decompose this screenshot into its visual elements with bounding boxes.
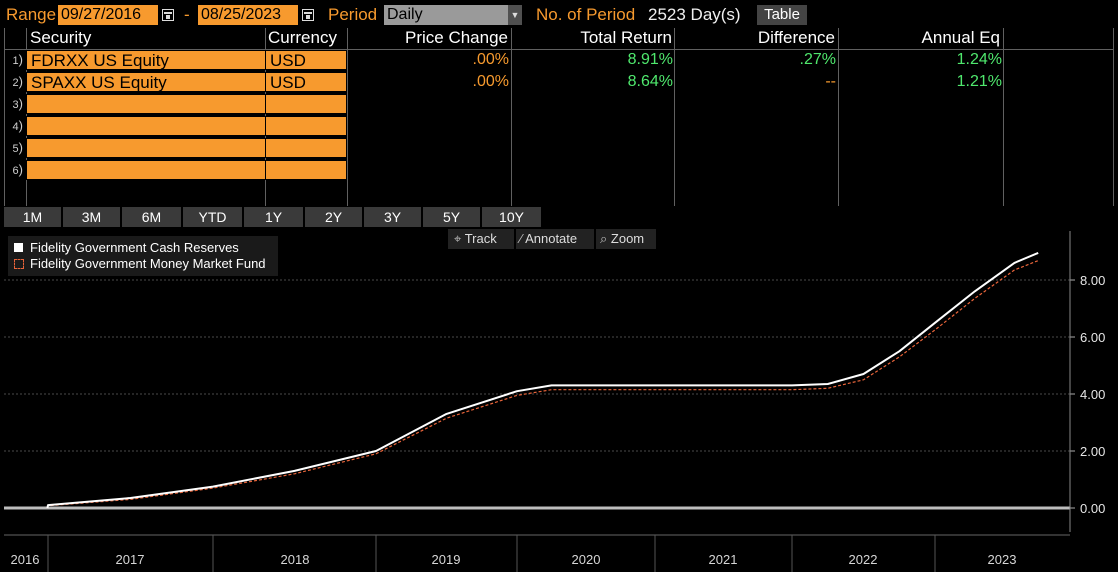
difference-value: .27%	[799, 51, 836, 68]
legend-item: Fidelity Government Cash Reserves	[30, 240, 239, 255]
series-line-money-market	[46, 260, 1039, 509]
col-header-annual-eq[interactable]: Annual Eq	[921, 28, 1000, 47]
range-button-3y[interactable]: 3Y	[364, 207, 421, 227]
range-button-ytd[interactable]: YTD	[183, 207, 242, 227]
row-number: 6)	[12, 162, 23, 177]
period-label: Period	[328, 5, 378, 24]
x-tick-label: 2021	[709, 552, 738, 567]
col-header-price-change[interactable]: Price Change	[404, 28, 508, 47]
annotate-label: Annotate	[525, 231, 578, 246]
zoom-tool[interactable]: ⌕ Zoom	[596, 229, 656, 249]
y-tick-label: 0.00	[1080, 501, 1105, 516]
y-tick-label: 4.00	[1080, 387, 1105, 402]
security-cell[interactable]	[26, 138, 266, 158]
legend-swatch-dashed	[14, 259, 24, 269]
x-tick-label: 2018	[281, 552, 310, 567]
calendar-icon[interactable]	[302, 9, 314, 21]
x-tick-label: 2016	[11, 552, 40, 567]
currency-cell[interactable]: USD	[265, 72, 347, 92]
range-button-2y[interactable]: 2Y	[305, 207, 362, 227]
y-tick-label: 6.00	[1080, 330, 1105, 345]
security-cell[interactable]	[26, 116, 266, 136]
range-button-10y[interactable]: 10Y	[482, 207, 541, 227]
row-number: 2)	[12, 74, 23, 89]
x-tick-label: 2020	[572, 552, 601, 567]
legend-item: Fidelity Government Money Market Fund	[30, 256, 266, 271]
chart-legend: Fidelity Government Cash Reserves Fideli…	[8, 236, 278, 276]
security-cell[interactable]: FDRXX US Equity	[26, 50, 266, 70]
num-periods-value: 2523 Day(s)	[648, 5, 741, 24]
range-label: Range	[6, 5, 57, 24]
security-cell[interactable]: SPAXX US Equity	[26, 72, 266, 92]
security-cell[interactable]	[26, 94, 266, 114]
magnifier-icon: ⌕	[600, 231, 608, 246]
annual-eq-value: 1.21%	[956, 73, 1002, 90]
total-return-value: 8.64%	[627, 73, 673, 90]
currency-cell[interactable]	[265, 116, 347, 136]
series-line-cash-reserves	[46, 251, 1039, 509]
range-button-1y[interactable]: 1Y	[244, 207, 303, 227]
row-number: 1)	[12, 52, 23, 67]
zoom-label: Zoom	[610, 231, 645, 246]
chevron-down-icon[interactable]: ▼	[508, 5, 522, 25]
num-periods-label: No. of Period	[536, 5, 636, 24]
row-number: 5)	[12, 140, 23, 155]
annual-eq-value: 1.24%	[956, 51, 1002, 68]
y-tick-label: 8.00	[1080, 273, 1105, 288]
total-return-value: 8.91%	[627, 51, 673, 68]
range-button-6m[interactable]: 6M	[122, 207, 181, 227]
track-label: Track	[464, 231, 497, 246]
period-select[interactable]: Daily	[384, 5, 508, 25]
y-tick-label: 2.00	[1080, 444, 1105, 459]
range-button-5y[interactable]: 5Y	[423, 207, 480, 227]
table-button[interactable]: Table	[757, 5, 807, 25]
row-number: 3)	[12, 96, 23, 111]
currency-cell[interactable]: USD	[265, 50, 347, 70]
price-change-value: .00%	[472, 51, 509, 68]
x-tick-label: 2022	[849, 552, 878, 567]
crosshair-icon: ⌖	[454, 231, 462, 246]
start-date-field[interactable]: 09/27/2016	[58, 5, 158, 25]
line-chart[interactable]: 0.00 2.00 4.00 6.00 8.00 2016 2017 2018 2019 2020…	[0, 226, 1118, 572]
legend-swatch-white	[14, 243, 23, 252]
annotate-tool[interactable]: ∕ Annotate	[516, 229, 594, 249]
currency-cell[interactable]	[265, 160, 347, 180]
x-tick-label: 2017	[116, 552, 145, 567]
range-button-3m[interactable]: 3M	[63, 207, 120, 227]
col-header-security[interactable]: Security	[30, 28, 92, 47]
range-dash: -	[184, 5, 190, 24]
currency-cell[interactable]	[265, 94, 347, 114]
col-header-total-return[interactable]: Total Return	[580, 28, 672, 47]
price-change-value: .00%	[472, 73, 509, 90]
x-tick-label: 2023	[988, 552, 1017, 567]
difference-value: --	[825, 73, 836, 90]
calendar-icon[interactable]	[162, 9, 174, 21]
currency-cell[interactable]	[265, 138, 347, 158]
track-tool[interactable]: ⌖ Track	[448, 229, 514, 249]
security-cell[interactable]	[26, 160, 266, 180]
pencil-icon: ∕	[520, 231, 523, 246]
col-header-currency[interactable]: Currency	[268, 28, 337, 47]
range-button-1m[interactable]: 1M	[4, 207, 61, 227]
row-number: 4)	[12, 118, 23, 133]
end-date-field[interactable]: 08/25/2023	[198, 5, 298, 25]
col-header-difference[interactable]: Difference	[757, 28, 835, 47]
x-tick-label: 2019	[432, 552, 461, 567]
